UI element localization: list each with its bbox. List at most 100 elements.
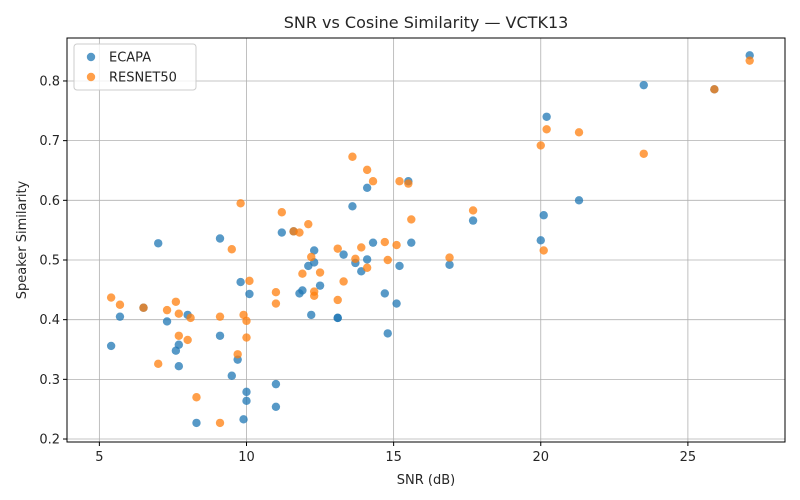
data-point-resnet50 [298, 269, 307, 278]
data-point-resnet50 [139, 303, 148, 312]
data-point-ecapa [245, 289, 254, 299]
legend-box [73, 43, 197, 91]
x-tick-label: 5 [95, 450, 103, 465]
data-point-resnet50 [215, 312, 225, 321]
data-point-ecapa [307, 310, 316, 320]
data-point-resnet50 [383, 255, 392, 265]
y-tick-label: 0.4 [39, 313, 60, 328]
data-point-resnet50 [154, 359, 163, 369]
data-point-resnet50 [404, 179, 413, 188]
data-point-resnet50 [115, 300, 125, 309]
data-point-resnet50 [710, 85, 719, 94]
data-point-resnet50 [307, 252, 316, 262]
data-point-resnet50 [333, 295, 342, 305]
data-point-ecapa [277, 228, 287, 237]
data-point-resnet50 [174, 309, 184, 318]
data-point-resnet50 [333, 244, 342, 253]
legend: ECAPA RESNET50 [73, 43, 197, 91]
x-tick-label: 15 [385, 450, 402, 465]
data-point-ecapa [362, 183, 372, 192]
data-point-ecapa [333, 313, 342, 323]
data-point-ecapa [215, 234, 225, 243]
data-point-resnet50 [162, 305, 172, 315]
plot-frame [66, 37, 786, 443]
data-point-ecapa [395, 261, 404, 271]
data-point-resnet50 [380, 237, 390, 247]
y-tick-label: 0.6 [39, 194, 60, 209]
data-point-ecapa [162, 317, 172, 326]
data-point-resnet50 [357, 243, 366, 252]
data-point-ecapa [380, 289, 390, 298]
legend-label: ECAPA [109, 51, 151, 66]
data-point-resnet50 [542, 125, 551, 134]
data-point-ecapa [383, 329, 392, 338]
data-point-resnet50 [348, 152, 357, 161]
data-point-resnet50 [392, 240, 401, 250]
data-point-resnet50 [186, 313, 195, 323]
data-point-resnet50 [271, 288, 281, 297]
data-point-resnet50 [445, 253, 454, 262]
data-point-resnet50 [468, 206, 478, 215]
data-point-resnet50 [242, 316, 251, 326]
data-point-resnet50 [277, 208, 287, 217]
data-point-resnet50 [315, 268, 325, 277]
data-point-resnet50 [236, 199, 245, 208]
data-point-ecapa [227, 371, 236, 380]
y-tick-label: 0.2 [39, 433, 60, 448]
data-point-ecapa [339, 250, 348, 259]
data-point-resnet50 [362, 165, 372, 175]
data-point-resnet50 [227, 245, 236, 254]
grid [67, 38, 785, 442]
data-point-resnet50 [192, 393, 201, 402]
data-point-ecapa [542, 112, 551, 121]
data-point-resnet50 [362, 263, 372, 272]
data-point-ecapa [368, 238, 378, 247]
data-point-ecapa [242, 387, 251, 397]
data-point-ecapa [362, 255, 372, 264]
series-resnet50 [106, 56, 754, 428]
data-point-resnet50 [745, 56, 754, 65]
chart-title: SNR vs Cosine Similarity — VCTK13 [284, 13, 569, 32]
data-point-ecapa [468, 216, 478, 225]
x-tick-label: 20 [532, 450, 549, 465]
data-point-resnet50 [574, 128, 584, 137]
data-point-resnet50 [242, 333, 251, 342]
data-point-resnet50 [271, 299, 281, 308]
data-point-ecapa [174, 362, 184, 371]
data-points [106, 51, 754, 428]
data-point-resnet50 [295, 228, 304, 237]
data-point-ecapa [539, 211, 548, 220]
data-point-ecapa [574, 196, 584, 205]
y-axis-label: Speaker Similarity [15, 180, 30, 299]
data-point-ecapa [348, 202, 357, 211]
y-tick-label: 0.3 [39, 373, 60, 388]
data-point-resnet50 [639, 149, 648, 158]
data-point-resnet50 [245, 276, 254, 286]
data-point-resnet50 [106, 293, 116, 302]
data-point-ecapa [392, 299, 401, 308]
data-point-resnet50 [395, 177, 404, 186]
data-point-ecapa [271, 379, 281, 389]
data-point-resnet50 [536, 141, 545, 150]
data-point-resnet50 [339, 277, 348, 286]
data-point-ecapa [106, 341, 116, 351]
y-tick-label: 0.8 [39, 74, 60, 89]
data-point-ecapa [154, 239, 163, 248]
data-point-resnet50 [215, 418, 225, 428]
data-point-ecapa [192, 418, 201, 428]
data-point-ecapa [445, 260, 454, 269]
legend-label: RESNET50 [109, 71, 177, 86]
data-point-ecapa [239, 415, 248, 424]
axis-ticks: 5 10 15 20 25 0.2 0.3 0.4 0.5 0.6 0.7 0.8 [39, 74, 696, 465]
legend-marker [86, 72, 96, 82]
data-point-resnet50 [183, 335, 192, 345]
data-point-ecapa [407, 238, 416, 247]
x-tick-label: 25 [680, 450, 697, 465]
data-point-resnet50 [233, 350, 242, 359]
x-axis-label: SNR (dB) [397, 473, 455, 488]
x-tick-label: 10 [238, 450, 255, 465]
data-point-resnet50 [174, 331, 184, 340]
data-point-resnet50 [171, 297, 181, 306]
data-point-ecapa [536, 236, 545, 245]
